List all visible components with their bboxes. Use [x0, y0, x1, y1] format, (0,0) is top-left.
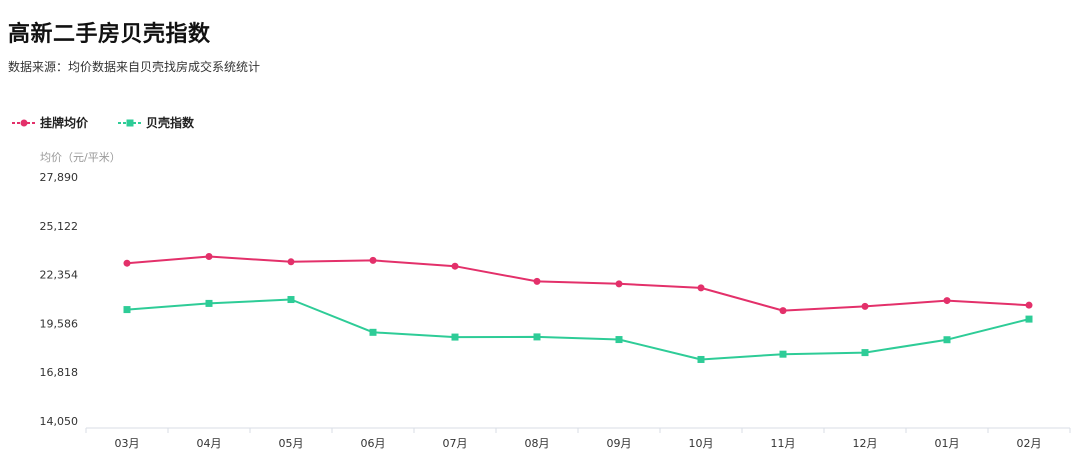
legend-line-circle-icon [12, 119, 36, 126]
y-tick-label: 25,122 [40, 220, 79, 233]
data-point-series-1[interactable] [861, 302, 869, 310]
data-point-series-2[interactable] [1025, 315, 1033, 323]
y-axis-label: 均价（元/平米） [40, 151, 121, 164]
data-point-series-2[interactable] [451, 333, 459, 341]
x-tick-label: 05月 [279, 437, 304, 450]
legend-label-series-2: 贝壳指数 [146, 116, 195, 130]
data-point-series-2[interactable] [861, 349, 869, 357]
x-tick-label: 03月 [115, 437, 140, 450]
series-line-1 [126, 255, 1030, 312]
chart-title: 高新二手房贝壳指数 [8, 22, 211, 47]
legend-item-series-1[interactable]: 挂牌均价 [12, 114, 88, 131]
data-point-series-1[interactable] [369, 256, 377, 264]
data-point-series-2[interactable] [369, 328, 377, 336]
data-point-series-1[interactable] [533, 277, 541, 285]
data-point-series-1[interactable] [615, 280, 623, 288]
data-point-series-2[interactable] [697, 355, 705, 363]
series-lines [126, 255, 1030, 361]
x-tick-label: 08月 [525, 437, 550, 450]
y-tick-label: 22,354 [40, 269, 79, 282]
y-tick-label: 16,818 [40, 366, 79, 379]
legend-item-series-2[interactable]: 贝壳指数 [118, 114, 194, 131]
data-point-series-2[interactable] [943, 336, 951, 344]
x-tick-label: 11月 [771, 437, 796, 450]
x-tick-label: 10月 [689, 437, 714, 450]
x-tick-label: 04月 [197, 437, 222, 450]
data-point-series-1[interactable] [779, 307, 787, 315]
data-point-series-2[interactable] [205, 299, 213, 307]
chart-subtitle: 数据来源：均价数据来自贝壳找房成交系统统计 [8, 60, 261, 74]
legend-label-series-1: 挂牌均价 [40, 116, 89, 130]
data-point-series-2[interactable] [615, 336, 623, 344]
y-tick-label: 14,050 [40, 415, 79, 428]
x-tick-label: 06月 [361, 437, 386, 450]
series-line-2 [126, 298, 1030, 361]
x-tick-label: 12月 [853, 437, 878, 450]
series-points [123, 253, 1033, 363]
data-point-series-1[interactable] [451, 262, 459, 270]
x-tick-label: 09月 [607, 437, 632, 450]
data-point-series-1[interactable] [1025, 301, 1033, 309]
data-point-series-1[interactable] [697, 284, 705, 292]
data-point-series-2[interactable] [533, 333, 541, 341]
x-tick-label: 07月 [443, 437, 468, 450]
data-point-series-1[interactable] [205, 253, 213, 261]
data-point-series-2[interactable] [779, 350, 787, 358]
data-point-series-2[interactable] [123, 306, 131, 314]
x-tick-label: 01月 [935, 437, 960, 450]
data-point-series-2[interactable] [287, 296, 295, 304]
x-axis: 03月 04月 05月 06月 07月 08月 09月 10月 11月 12月 01月 02月 [85, 427, 1071, 450]
legend-line-square-icon [118, 119, 143, 126]
y-tick-label: 27,890 [40, 171, 79, 184]
data-point-series-1[interactable] [287, 258, 295, 266]
x-tick-label: 02月 [1017, 437, 1042, 450]
chart-legend: 挂牌均价 贝壳指数 [12, 114, 194, 131]
data-point-series-1[interactable] [123, 259, 131, 267]
y-axis-ticks: 14,050 16,818 19,586 22,354 25,122 27,890 [40, 171, 79, 428]
data-point-series-1[interactable] [943, 297, 951, 305]
y-tick-label: 19,586 [40, 317, 79, 330]
